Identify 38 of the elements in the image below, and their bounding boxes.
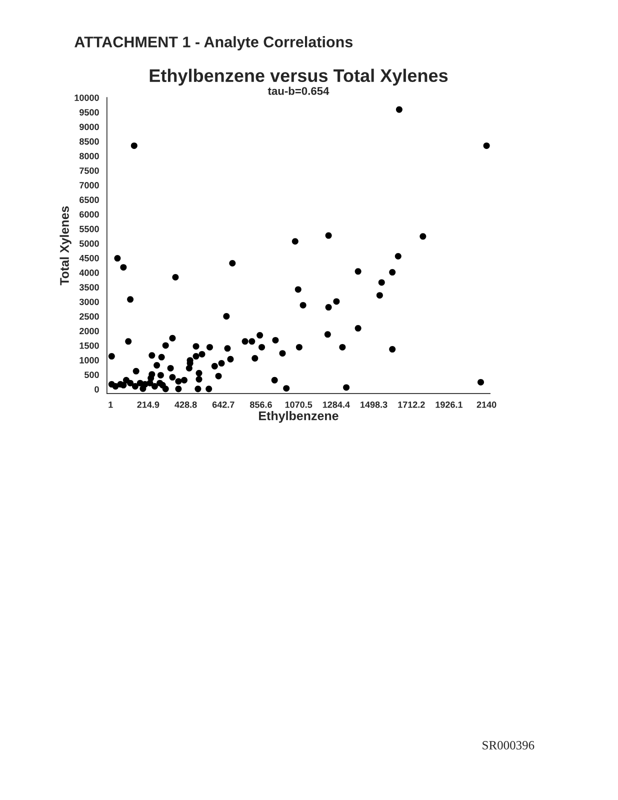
y-tick-label: 8500 [79, 138, 99, 145]
text: ATTACHMENT 1 - Analyte Correlations [74, 36, 353, 50]
y-tick-label: 1500 [80, 342, 99, 349]
y-tick-label: 5000 [79, 240, 99, 247]
x-tick-label: 1926.1 [436, 401, 463, 408]
chart-subtitle: tau-b=0.654 [268, 86, 330, 95]
y-tick-label: 500 [84, 372, 99, 378]
x-tick-label: 214.9 [137, 401, 160, 408]
x-tick-label: 642.7 [212, 401, 234, 408]
y-tick-label: 2000 [80, 328, 99, 334]
y-tick-label: 5500 [79, 226, 99, 232]
y-tick-label: 4000 [79, 270, 99, 276]
x-axis-title: Ethylbenzene [259, 411, 338, 423]
x-tick-label: 2140 [476, 401, 496, 408]
y-tick-label: 3000 [79, 298, 99, 306]
x-tick-label: 1 [108, 402, 113, 408]
y-tick-label: 6000 [80, 211, 99, 218]
text: SR000396 [482, 741, 534, 750]
y-tick-label: 2500 [80, 313, 99, 320]
y-tick-label: 7000 [80, 182, 99, 188]
x-tick-label: 1712.2 [398, 401, 425, 408]
x-tick-label: 1070.5 [285, 401, 312, 408]
x-tick-label: 1498.3 [360, 401, 388, 408]
y-tick-label: 7500 [80, 167, 99, 174]
y-tick-label: 3500 [79, 284, 99, 291]
x-tick-label: 1284.4 [322, 401, 350, 408]
x-tick-label: 428.8 [174, 401, 197, 408]
chart-title: Ethylbenzene versus Total Xylenes [150, 68, 448, 86]
y-tick-label: 1000 [80, 357, 99, 364]
y-tick-label: 10000 [74, 94, 99, 101]
y-tick-label: 6500 [80, 196, 99, 204]
y-tick-label: 9500 [80, 109, 99, 116]
y-tick-label: 0 [94, 386, 99, 393]
y-tick-label: 4500 [79, 254, 99, 262]
y-tick-label: 9000 [80, 124, 99, 130]
y-axis-title: Total Xylenes [60, 206, 72, 286]
x-tick-label: 856.6 [250, 401, 272, 408]
y-tick-label: 8000 [79, 152, 99, 160]
